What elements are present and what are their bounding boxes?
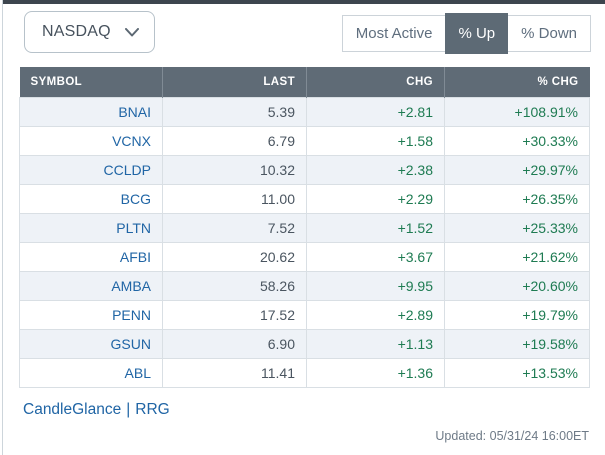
table-header-row: SYMBOL LAST CHG % CHG [19, 67, 590, 98]
chg-cell: +2.81 [306, 97, 445, 127]
chg-cell: +1.13 [306, 329, 445, 359]
column-header-symbol: SYMBOL [19, 67, 163, 98]
exchange-dropdown-value: NASDAQ [42, 23, 111, 40]
symbol-cell[interactable]: GSUN [19, 329, 163, 359]
table-row: PENN 17.52 +2.89 +19.79% [19, 300, 590, 330]
updated-timestamp: Updated: 05/31/24 16:00ET [435, 429, 589, 443]
table-row: ABL 11.41 +1.36 +13.53% [19, 358, 590, 388]
chg-cell: +3.67 [306, 242, 445, 272]
last-cell: 11.00 [162, 184, 307, 214]
filter-button-pct-down[interactable]: % Down [508, 16, 590, 51]
symbol-cell[interactable]: PLTN [19, 213, 163, 243]
column-header-last: LAST [162, 67, 307, 98]
table-row: BCG 11.00 +2.29 +26.35% [19, 184, 590, 214]
symbol-cell[interactable]: CCLDP [19, 155, 163, 185]
column-header-pct-chg: % CHG [444, 67, 590, 98]
column-header-chg: CHG [306, 67, 445, 98]
filter-button-group: Most Active % Up % Down [341, 13, 591, 54]
pct-chg-cell: +26.35% [444, 184, 590, 214]
table-row: AMBA 58.26 +9.95 +20.60% [19, 271, 590, 301]
symbol-cell[interactable]: AMBA [19, 271, 163, 301]
candleglance-link[interactable]: CandleGlance [23, 401, 122, 418]
last-cell: 17.52 [162, 300, 307, 330]
symbol-cell[interactable]: ABL [19, 358, 163, 388]
last-cell: 58.26 [162, 271, 307, 301]
exchange-dropdown[interactable]: NASDAQ [24, 11, 155, 53]
table-row: CCLDP 10.32 +2.38 +29.97% [19, 155, 590, 185]
last-cell: 6.90 [162, 329, 307, 359]
chg-cell: +9.95 [306, 271, 445, 301]
chg-cell: +2.38 [306, 155, 445, 185]
table-row: VCNX 6.79 +1.58 +30.33% [19, 126, 590, 156]
chg-cell: +1.36 [306, 358, 445, 388]
link-separator: | [126, 401, 131, 418]
footer-links: CandleGlance | RRG [23, 401, 170, 419]
pct-chg-cell: +20.60% [444, 271, 590, 301]
last-cell: 20.62 [162, 242, 307, 272]
pct-chg-cell: +29.97% [444, 155, 590, 185]
chg-cell: +2.89 [306, 300, 445, 330]
pct-chg-cell: +21.62% [444, 242, 590, 272]
filter-button-pct-up[interactable]: % Up [445, 13, 509, 54]
rrg-link[interactable]: RRG [135, 401, 170, 418]
table-row: BNAI 5.39 +2.81 +108.91% [19, 97, 590, 127]
symbol-cell[interactable]: AFBI [19, 242, 163, 272]
chg-cell: +1.58 [306, 126, 445, 156]
chevron-down-icon [125, 27, 139, 37]
symbol-cell[interactable]: VCNX [19, 126, 163, 156]
table-row: AFBI 20.62 +3.67 +21.62% [19, 242, 590, 272]
last-cell: 7.52 [162, 213, 307, 243]
table-row: GSUN 6.90 +1.13 +19.58% [19, 329, 590, 359]
pct-chg-cell: +13.53% [444, 358, 590, 388]
symbol-cell[interactable]: BCG [19, 184, 163, 214]
symbol-cell[interactable]: BNAI [19, 97, 163, 127]
chg-cell: +2.29 [306, 184, 445, 214]
last-cell: 10.32 [162, 155, 307, 185]
last-cell: 11.41 [162, 358, 307, 388]
filter-button-most-active[interactable]: Most Active [342, 16, 446, 51]
pct-chg-cell: +30.33% [444, 126, 590, 156]
last-cell: 5.39 [162, 97, 307, 127]
pct-chg-cell: +108.91% [444, 97, 590, 127]
symbol-cell[interactable]: PENN [19, 300, 163, 330]
pct-chg-cell: +19.58% [444, 329, 590, 359]
top-accent-bar [3, 0, 605, 4]
pct-chg-cell: +19.79% [444, 300, 590, 330]
symbols-table: SYMBOL LAST CHG % CHG BNAI 5.39 +2.81 +1… [19, 67, 590, 388]
pct-chg-cell: +25.33% [444, 213, 590, 243]
chg-cell: +1.52 [306, 213, 445, 243]
table-row: PLTN 7.52 +1.52 +25.33% [19, 213, 590, 243]
last-cell: 6.79 [162, 126, 307, 156]
